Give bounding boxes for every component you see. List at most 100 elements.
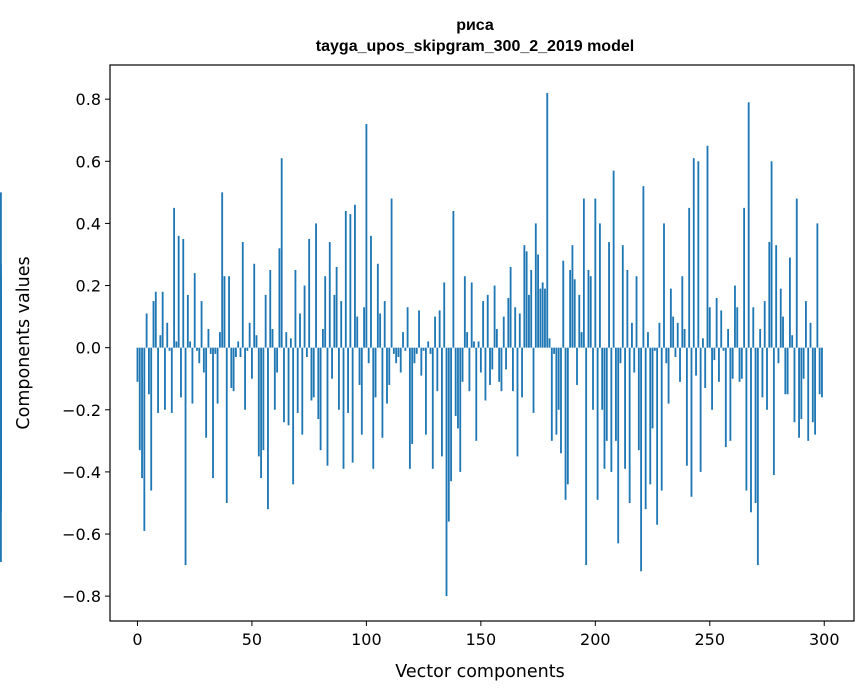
bar-153: [486, 294, 489, 348]
y-tick-label-1: −0.6: [62, 525, 101, 544]
bar-198: [589, 276, 592, 348]
bar-260: [731, 347, 734, 379]
bar-297: [816, 223, 819, 348]
bar-239: [683, 329, 686, 348]
bar-253: [715, 297, 718, 348]
bar-26: [196, 347, 198, 351]
bar-3: [143, 347, 146, 531]
bar-undefined: [0, 347, 2, 500]
bar-143: [463, 276, 466, 348]
bar-214: [626, 270, 629, 348]
bar-245: [697, 161, 700, 348]
bar-171: [528, 294, 530, 348]
bar-296: [814, 347, 816, 435]
bar-49: [248, 322, 251, 348]
bar-61: [276, 347, 279, 373]
bar-208: [612, 170, 615, 348]
bar-219: [637, 347, 640, 451]
bar-83: [326, 347, 329, 466]
bar-46: [241, 242, 244, 348]
bar-123: [418, 310, 420, 348]
bar-170: [525, 251, 528, 348]
bar-286: [791, 335, 794, 348]
bar-189: [569, 270, 572, 348]
chart-subtitle: tayga_upos_skipgram_300_2_2019 model: [316, 38, 634, 55]
bar-121: [413, 347, 416, 364]
bar-48: [246, 347, 249, 351]
bars-group: [0, 92, 823, 597]
bar-261: [734, 285, 736, 348]
bar-94: [351, 347, 354, 463]
bar-272: [759, 329, 762, 348]
y-tick-label-5: 0.2: [76, 277, 101, 296]
bar-30: [205, 347, 208, 438]
bar-200: [594, 198, 597, 348]
bar-281: [779, 288, 782, 348]
bar-12: [164, 347, 166, 410]
bar-102: [370, 235, 372, 348]
bar-164: [511, 347, 514, 392]
bar-23: [189, 341, 192, 348]
bar-126: [425, 347, 427, 435]
bar-145: [468, 347, 471, 392]
bar-285: [788, 257, 791, 348]
bar-78: [315, 223, 317, 348]
bar-193: [578, 294, 581, 348]
bar-248: [704, 347, 707, 389]
x-tick-label-150: 150: [466, 630, 497, 649]
bar-103: [372, 347, 375, 469]
bar-132: [438, 310, 441, 348]
bar-66: [287, 347, 290, 426]
bar-124: [420, 347, 423, 376]
bar-212: [621, 245, 624, 348]
bar-215: [628, 347, 631, 503]
bar-95: [354, 204, 356, 348]
bar-277: [770, 161, 773, 348]
bar-134: [443, 282, 446, 348]
bar-120: [411, 347, 414, 444]
bar-227: [656, 347, 659, 525]
bar-224: [649, 347, 652, 485]
bar-254: [718, 347, 720, 382]
bar-63: [280, 158, 283, 348]
bar-11: [161, 291, 164, 348]
bar-266: [745, 347, 748, 491]
bar-267: [747, 102, 750, 348]
bar-54: [260, 347, 262, 479]
bar-299: [821, 347, 823, 398]
y-tick-label-2: −0.4: [62, 463, 101, 482]
bar-70: [296, 347, 299, 413]
bar-undefined: [0, 332, 2, 348]
bar-202: [598, 223, 601, 348]
bar-111: [390, 198, 393, 348]
bar-97: [358, 347, 361, 385]
bar-194: [580, 332, 583, 348]
bar-88: [338, 347, 340, 410]
chart-title: риса: [456, 17, 494, 34]
bar-58: [269, 270, 272, 348]
bar-133: [441, 347, 443, 457]
bar-291: [802, 347, 805, 379]
bar-179: [546, 92, 549, 348]
bar-65: [285, 332, 288, 348]
x-tick-label-0: 0: [132, 630, 142, 649]
bar-172: [530, 270, 533, 348]
bar-108: [383, 301, 386, 348]
bar-36: [218, 332, 221, 348]
bar-17: [175, 341, 178, 348]
bar-229: [660, 347, 663, 491]
bar-125: [422, 347, 425, 351]
bar-235: [674, 347, 677, 357]
x-tick-label-200: 200: [580, 630, 611, 649]
bar-197: [587, 270, 590, 348]
bar-167: [518, 313, 521, 348]
bar-175: [537, 254, 539, 348]
bar-101: [367, 347, 370, 364]
bar-262: [736, 307, 739, 348]
bar-73: [303, 285, 306, 348]
bar-162: [507, 297, 510, 348]
bar-139: [454, 347, 457, 416]
bar-6: [150, 347, 153, 491]
bar-240: [685, 347, 688, 466]
